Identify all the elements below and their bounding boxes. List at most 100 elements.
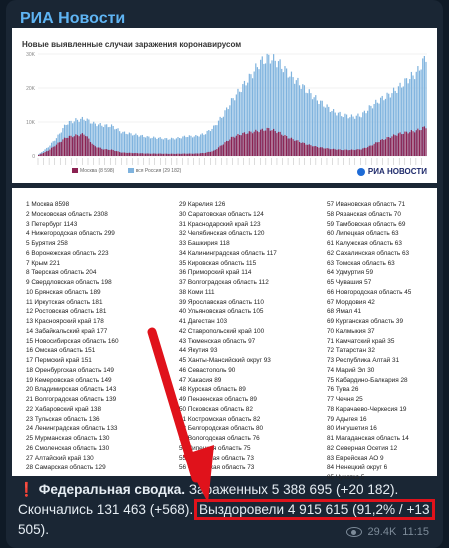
bar-moscow xyxy=(70,135,72,156)
bar-russia xyxy=(339,111,341,156)
bar-moscow xyxy=(221,145,223,156)
bar-moscow xyxy=(88,138,90,156)
region-row: 3 Петербург 1143 xyxy=(26,220,78,228)
bar-russia xyxy=(310,93,312,156)
bar-russia xyxy=(229,105,231,156)
bar-russia xyxy=(365,113,367,156)
region-row: 21 Волгоградская область 139 xyxy=(26,396,117,403)
bar-moscow xyxy=(405,131,408,156)
chart-image[interactable]: Новые выявленные случаи заражения корона… xyxy=(12,28,437,183)
bar-moscow xyxy=(161,153,163,156)
region-row: 9 Свердловская область 198 xyxy=(26,279,112,286)
bar-moscow xyxy=(253,131,255,156)
bar-moscow xyxy=(282,135,284,156)
bar-russia xyxy=(214,125,216,156)
bar-russia xyxy=(185,137,187,156)
bar-moscow xyxy=(287,138,289,156)
bar-moscow xyxy=(182,153,184,156)
bar-moscow xyxy=(164,153,166,156)
bar-moscow xyxy=(381,139,383,156)
bar-russia xyxy=(196,135,199,156)
bar-moscow xyxy=(310,145,312,156)
bar-moscow xyxy=(112,149,114,156)
regions-column-2: 29 Карелия 126 30 Саратовская область 124… xyxy=(179,200,277,473)
bar-moscow xyxy=(337,149,340,156)
bar-russia xyxy=(391,93,393,156)
bar-moscow xyxy=(110,149,113,156)
bar-russia xyxy=(414,79,416,156)
bar-russia xyxy=(334,112,336,156)
bar-russia xyxy=(367,110,369,156)
bar-moscow xyxy=(354,150,356,156)
bar-moscow xyxy=(248,131,250,156)
bar-moscow xyxy=(329,149,331,156)
bar-moscow xyxy=(83,134,85,156)
bar-moscow xyxy=(157,153,160,156)
bar-moscow xyxy=(240,135,242,156)
region-row: 13 Красноярский край 178 xyxy=(26,318,104,325)
bar-moscow xyxy=(238,135,241,156)
region-row: 56 Орловская область 73 xyxy=(179,464,255,472)
bar-russia xyxy=(379,97,382,156)
region-row: 43 Тюменская область 97 xyxy=(179,337,256,345)
bar-moscow xyxy=(200,153,202,156)
bar-moscow xyxy=(149,153,152,156)
region-row: 72 Татарстан 32 xyxy=(327,347,375,355)
region-row: 66 Новгородская область 45 xyxy=(327,288,412,296)
bar-moscow xyxy=(394,135,396,156)
bar-moscow xyxy=(307,144,309,156)
region-row: 33 Башкирия 118 xyxy=(179,240,230,247)
bar-russia xyxy=(320,100,322,156)
bar-moscow xyxy=(363,147,366,156)
chart-title: Новые выявленные случаи заражения корона… xyxy=(22,40,242,49)
bar-russia xyxy=(250,74,252,156)
bar-russia xyxy=(256,67,259,156)
bar-moscow xyxy=(289,138,291,156)
bar-moscow xyxy=(375,142,377,156)
bar-moscow xyxy=(93,144,95,156)
bar-russia xyxy=(235,94,237,156)
bar-moscow xyxy=(318,147,320,156)
bar-russia xyxy=(409,79,411,156)
bar-moscow xyxy=(371,145,374,156)
bar-russia xyxy=(122,131,124,156)
bar-russia xyxy=(266,53,268,156)
bar-russia xyxy=(153,136,155,156)
bar-russia xyxy=(166,138,168,156)
bar-russia xyxy=(248,73,250,156)
bar-russia xyxy=(133,134,135,156)
bar-moscow xyxy=(273,128,275,156)
region-row: 26 Смоленская область 130 xyxy=(26,444,110,452)
bar-moscow xyxy=(101,148,103,156)
bar-russia xyxy=(203,134,205,156)
bar-russia xyxy=(417,66,419,156)
bar-moscow xyxy=(264,130,267,156)
bar-russia xyxy=(342,117,344,156)
regions-image[interactable]: 1 Москва 8598 2 Московская область 2308 3 … xyxy=(12,188,437,481)
bar-moscow xyxy=(73,136,75,156)
bar-moscow xyxy=(412,131,414,156)
bar-russia xyxy=(211,128,213,156)
bar-moscow xyxy=(130,152,132,156)
bar-russia xyxy=(360,117,362,156)
bar-russia xyxy=(144,137,147,156)
bar-russia xyxy=(191,137,194,156)
bar-russia xyxy=(376,102,378,156)
bar-moscow xyxy=(334,149,336,156)
bar-moscow xyxy=(315,146,317,156)
bar-moscow xyxy=(94,146,96,156)
bar-russia xyxy=(311,99,314,156)
bar-moscow xyxy=(180,153,182,156)
bar-moscow xyxy=(274,131,276,156)
y-tick-label: 20K xyxy=(26,86,36,92)
bar-russia xyxy=(315,95,317,156)
region-row: 29 Карелия 126 xyxy=(179,201,226,208)
channel-name[interactable]: РИА Новости xyxy=(20,10,126,27)
bar-russia xyxy=(242,84,244,156)
region-row: 17 Пермский край 151 xyxy=(26,357,92,364)
region-row: 6 Воронежская область 223 xyxy=(26,249,109,257)
bar-russia xyxy=(132,135,134,156)
bar-russia xyxy=(264,63,267,157)
bar-russia xyxy=(96,126,98,156)
bar-moscow xyxy=(277,131,280,156)
